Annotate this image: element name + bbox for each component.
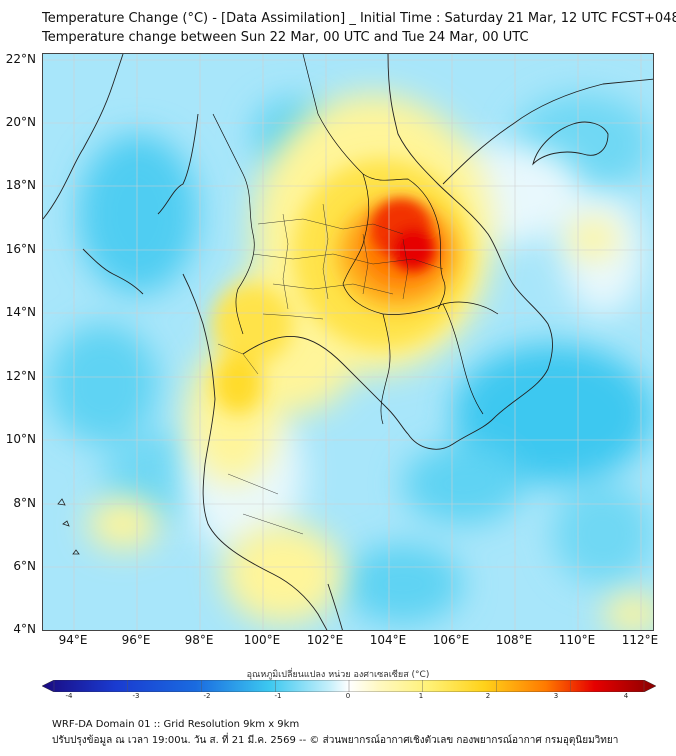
colorbar-ticks xyxy=(53,680,645,692)
update-credit: ปรับปรุงข้อมูล ณ เวลา 19:00น. วัน ส. ที่… xyxy=(52,735,619,746)
lon-label-108e: 108°E xyxy=(495,633,533,647)
colorbar-tick-minus3: -3 xyxy=(132,692,140,700)
colorbar-tick-minus2: -2 xyxy=(203,692,211,700)
lon-label-110e: 110°E xyxy=(558,633,596,647)
colorbar-tick-3: 3 xyxy=(553,692,559,700)
colorbar-title: อุณหภูมิเปลี่ยนแปลง หน่วย องศาเซลเซียส (… xyxy=(246,670,430,680)
lon-label-102e: 102°E xyxy=(306,633,344,647)
lon-label-106e: 106°E xyxy=(432,633,470,647)
lat-label-12n: 12°N xyxy=(5,369,36,383)
lat-label-6n: 6°N xyxy=(13,559,36,573)
colorbar-tick-2: 2 xyxy=(485,692,491,700)
lat-label-16n: 16°N xyxy=(5,242,36,256)
islands xyxy=(57,498,80,555)
province-borders xyxy=(217,203,444,535)
lon-label-98e: 98°E xyxy=(184,633,214,647)
map-area xyxy=(42,53,654,631)
lat-label-10n: 10°N xyxy=(5,432,36,446)
colorbar-tick-1: 1 xyxy=(418,692,424,700)
lat-label-20n: 20°N xyxy=(5,115,36,129)
colorbar xyxy=(42,680,656,692)
very-hot-core xyxy=(371,199,435,271)
lat-label-8n: 8°N xyxy=(13,496,36,510)
lon-label-94e: 94°E xyxy=(58,633,88,647)
colorbar-tick-minus4: -4 xyxy=(65,692,73,700)
lat-label-18n: 18°N xyxy=(5,178,36,192)
graticule xyxy=(43,54,653,630)
temperature-map xyxy=(43,54,653,630)
colorbar-tick-4: 4 xyxy=(623,692,629,700)
map-title-line-2: Temperature change between Sun 22 Mar, 0… xyxy=(42,30,529,45)
country-borders xyxy=(212,54,499,425)
map-title-line-1: Temperature Change (°C) - [Data Assimila… xyxy=(42,11,676,26)
coastlines xyxy=(43,54,653,630)
model-info: WRF-DA Domain 01 :: Grid Resolution 9km … xyxy=(52,719,300,730)
lon-label-104e: 104°E xyxy=(369,633,407,647)
lon-label-112e: 112°E xyxy=(621,633,659,647)
lon-label-100e: 100°E xyxy=(243,633,281,647)
colorbar-tick-0: 0 xyxy=(345,692,351,700)
lat-label-14n: 14°N xyxy=(5,305,36,319)
colorbar-tick-minus1: -1 xyxy=(274,692,282,700)
lon-label-96e: 96°E xyxy=(121,633,151,647)
lat-label-22n: 22°N xyxy=(5,52,36,66)
lat-label-4n: 4°N xyxy=(13,622,36,636)
